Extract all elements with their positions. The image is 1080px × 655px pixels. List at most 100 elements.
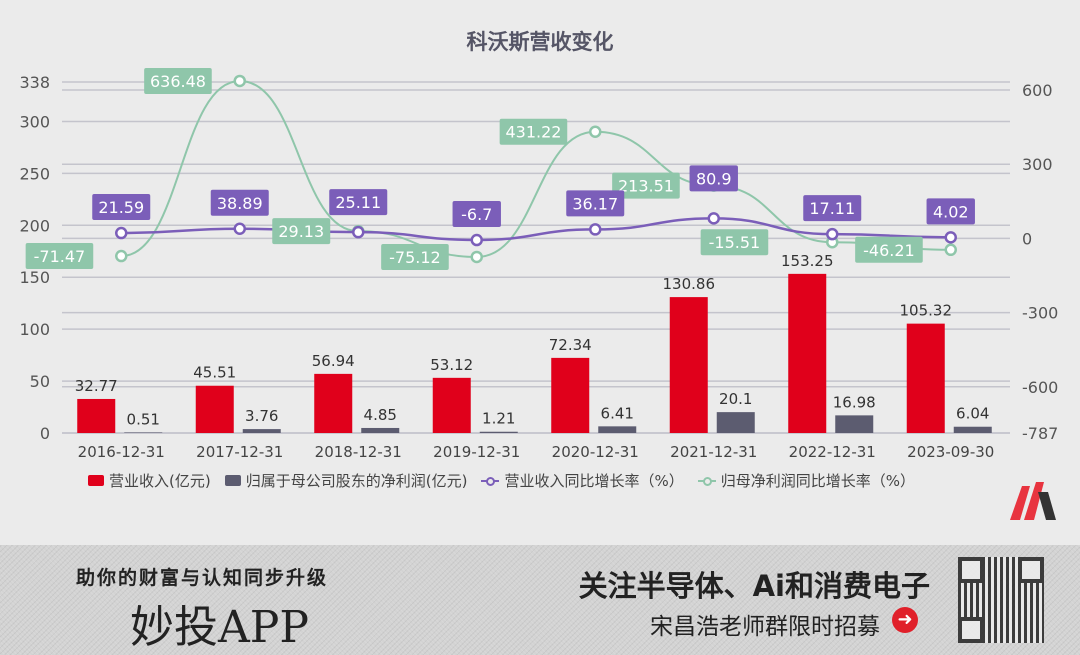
right-axis-tick: -787: [1022, 424, 1058, 443]
banner-app-name: 妙投APP: [130, 602, 309, 653]
legend-swatch: [88, 475, 104, 486]
profit-growth-label-box: [700, 229, 769, 256]
point-revenue-growth: [115, 226, 128, 240]
revenue-growth-label: -6.7: [461, 205, 492, 224]
legend-swatch: [697, 476, 716, 486]
bar-value-label: 3.76: [245, 407, 278, 425]
revenue-growth-label-box: [92, 194, 151, 221]
legend: 营业收入(亿元) 归属于母公司股东的净利润(亿元) 营业收入同比增长率（%） 归…: [88, 470, 915, 491]
profit-growth-label: -75.12: [389, 248, 441, 267]
revenue-growth-label: 17.11: [809, 199, 855, 218]
bar-value-label: 56.94: [312, 352, 355, 370]
line-revenue-growth: [121, 217, 951, 242]
revenue-growth-label-box: [926, 198, 975, 225]
legend-label: 归属于母公司股东的净利润(亿元): [245, 472, 468, 490]
revenue-growth-label: 36.17: [572, 194, 618, 213]
profit-growth-label: -46.21: [863, 241, 915, 260]
bar-value-label: 53.12: [430, 356, 473, 374]
x-axis-tick: 2016-12-31: [78, 443, 165, 461]
point-revenue-growth: [944, 231, 957, 244]
point-revenue-growth: [707, 212, 720, 225]
profit-growth-label-box: [855, 236, 923, 263]
bar-value-label: 32.77: [75, 377, 118, 395]
promo-banner: 助你的财富与认知同步升级 妙投APP 关注半导体、Ai和消费电子 宋昌浩老师群限…: [0, 545, 1080, 655]
revenue-growth-label: 38.89: [217, 194, 263, 213]
right-axis-tick: 0: [1022, 229, 1032, 248]
bar-revenue: [77, 398, 116, 433]
left-axis-tick: 0: [40, 424, 50, 443]
left-axis-tick: 100: [19, 320, 50, 339]
bar-net-profit: [479, 431, 518, 433]
right-axis-tick: 600: [1022, 81, 1053, 100]
bar-revenue: [314, 373, 353, 433]
arrow-right-icon[interactable]: ➜: [892, 607, 918, 633]
point-revenue-growth: [352, 225, 365, 239]
bar-value-label: 45.51: [193, 364, 236, 382]
profit-growth-label-box: [144, 67, 212, 94]
bar-value-label: 130.86: [663, 275, 716, 293]
profit-growth-label-box: [499, 118, 568, 145]
left-axis-tick: 300: [19, 112, 50, 131]
bar-net-profit: [242, 429, 281, 433]
chart-plot: 338 300 250 200 150 100 50 0 600 300 0 -300 -600 -787…: [19, 67, 1058, 461]
revenue-growth-label-box: [566, 190, 625, 217]
point-revenue-growth: [589, 223, 602, 236]
bar-value-label: 153.25: [781, 252, 834, 270]
revenue-growth-label: 80.9: [696, 169, 732, 188]
profit-growth-label-box: [612, 172, 680, 199]
bar-revenue: [906, 323, 945, 433]
point-revenue-growth: [470, 233, 483, 247]
bar-revenue: [669, 297, 708, 433]
bar-value-label: 1.21: [482, 410, 515, 428]
bar-value-label: 16.98: [833, 393, 876, 411]
bar-revenue: [551, 357, 590, 433]
profit-growth-label-box: [381, 243, 449, 270]
x-axis-tick: 2017-12-31: [196, 443, 283, 461]
revenue-growth-label-box: [452, 201, 501, 228]
right-axis-tick: -300: [1022, 304, 1058, 323]
right-axis-tick: 300: [1022, 155, 1053, 174]
point-revenue-growth: [826, 227, 839, 241]
x-axis-tick: 2021-12-31: [670, 443, 757, 461]
revenue-growth-label-box: [803, 195, 862, 222]
profit-growth-label: 636.48: [150, 72, 206, 91]
bar-net-profit: [835, 415, 874, 433]
qr-code-icon: [958, 557, 1044, 643]
legend-label: 归母净利润同比增长率（%）: [720, 472, 915, 490]
profit-growth-label: -15.51: [709, 233, 761, 252]
point-profit-growth: [589, 125, 602, 138]
bar-revenue: [195, 385, 234, 433]
x-axis-tick: 2019-12-31: [433, 443, 520, 461]
point-profit-growth: [115, 249, 128, 263]
revenue-growth-label-box: [210, 189, 269, 216]
bar-value-label: 20.1: [719, 390, 752, 408]
bar-value-label: 6.04: [956, 405, 989, 423]
bar-value-label: 72.34: [549, 336, 592, 354]
legend-label: 营业收入同比增长率（%）: [504, 472, 684, 490]
left-axis-tick: 50: [30, 372, 50, 391]
bar-net-profit: [953, 426, 992, 433]
bar-value-label: 0.51: [127, 410, 160, 428]
profit-growth-label-box: [25, 243, 94, 270]
bar-revenue: [432, 377, 471, 433]
revenue-growth-label-box: [329, 189, 388, 216]
legend-item-net-profit[interactable]: 归属于母公司股东的净利润(亿元): [224, 470, 468, 491]
legend-item-revenue[interactable]: 营业收入(亿元): [88, 470, 211, 491]
profit-growth-label: -71.47: [34, 247, 86, 266]
banner-slogan: 助你的财富与认知同步升级: [76, 567, 329, 589]
x-axis-tick: 2018-12-31: [315, 443, 402, 461]
point-profit-growth: [233, 74, 246, 88]
revenue-growth-label: 21.59: [98, 198, 144, 217]
x-axis-tick: 2023-09-30: [907, 443, 994, 461]
profit-growth-label: 431.22: [505, 123, 561, 142]
bar-net-profit: [598, 426, 637, 433]
bar-value-label: 105.32: [900, 302, 953, 320]
legend-item-profit-growth[interactable]: 归母净利润同比增长率（%）: [697, 470, 915, 491]
legend-swatch: [224, 475, 241, 486]
revenue-growth-label: 4.02: [933, 202, 969, 221]
left-axis-tick: 200: [19, 216, 50, 235]
legend-item-revenue-growth[interactable]: 营业收入同比增长率（%）: [481, 470, 684, 491]
bar-revenue: [788, 273, 827, 433]
point-profit-growth: [470, 250, 483, 264]
point-revenue-growth: [233, 222, 246, 236]
